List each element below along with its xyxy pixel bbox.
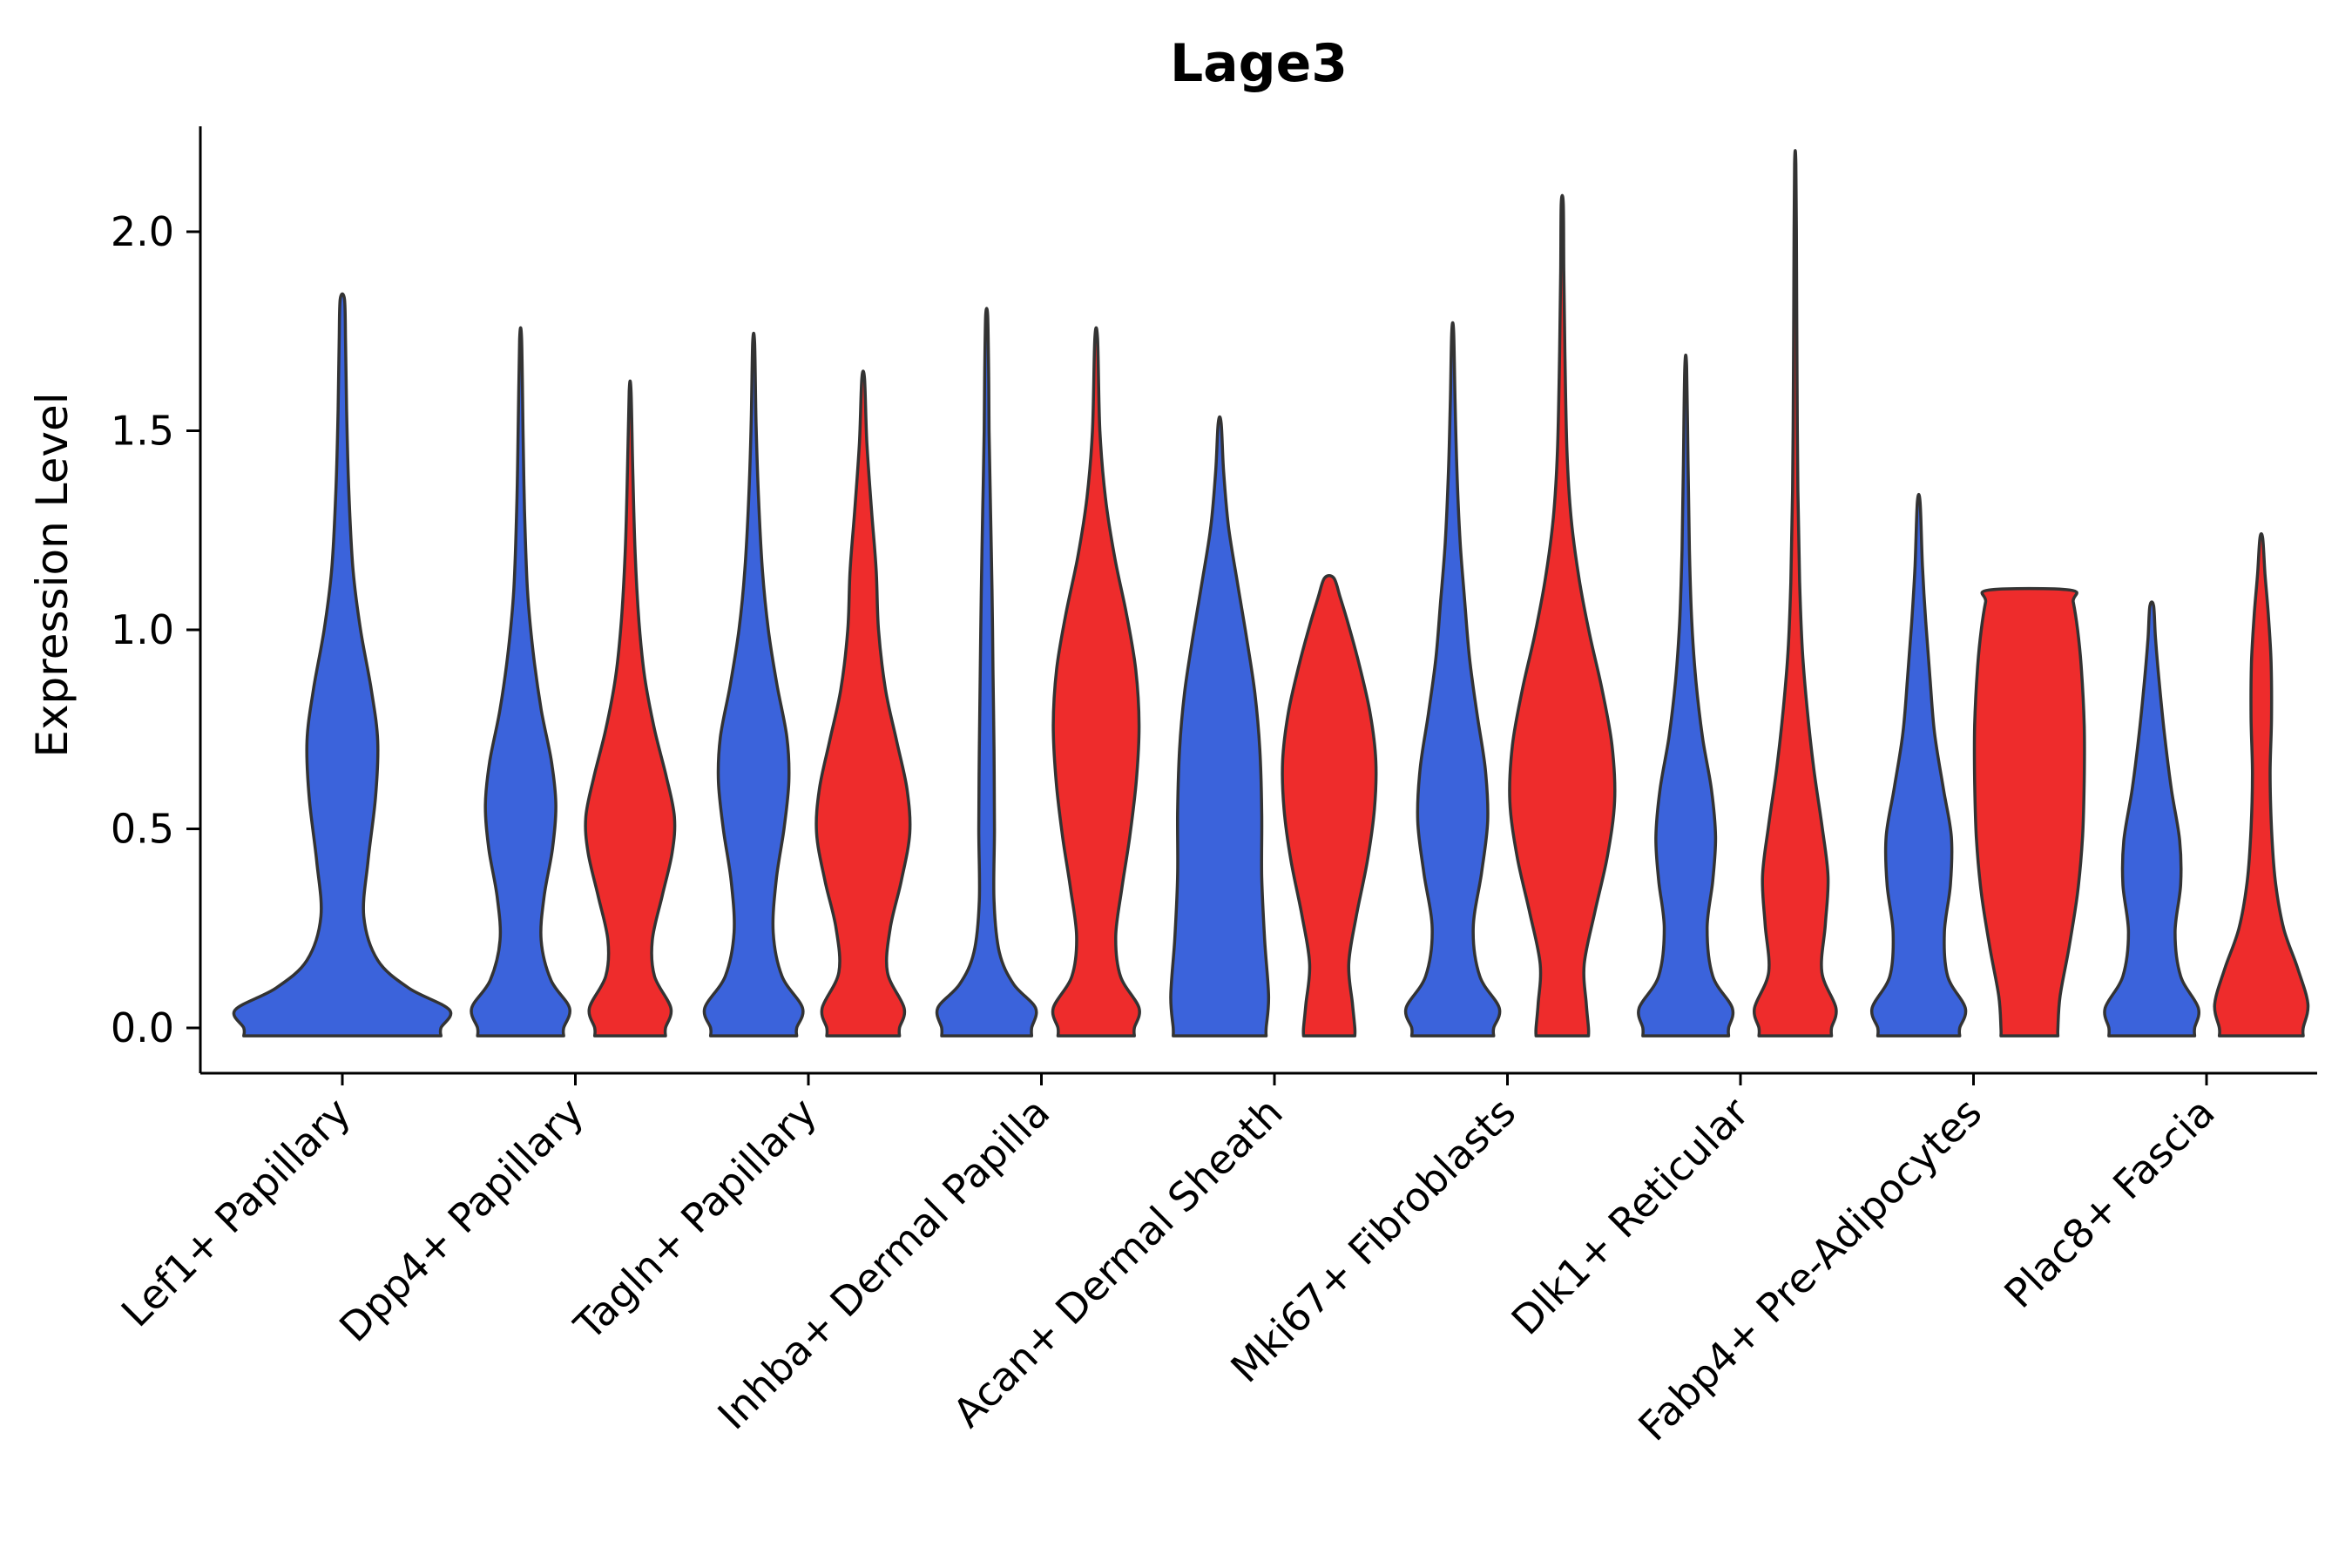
violin-1-blue [470,326,571,1037]
violin-8-blue [2103,600,2200,1037]
x-tick-label: Lef1+ Papillary [112,1089,360,1336]
violin-3-blue [935,307,1038,1037]
violin-6-blue [1637,353,1735,1037]
x-tick-label: Dpp4+ Papillary [330,1089,592,1351]
violin-4-red [1281,574,1378,1037]
violin-2-red [814,369,912,1037]
violin-7-blue [1869,492,1968,1037]
y-tick-label: 2.0 [111,208,174,255]
x-tick-label: Dlk1+ Reticular [1503,1089,1758,1344]
violin-7-red [1972,586,2086,1037]
violin-4-blue [1169,415,1271,1037]
y-tick-label: 0.5 [111,806,174,853]
y-tick-label: 0.0 [111,1004,174,1051]
violin-1-red [584,379,677,1037]
violin-0-blue [232,292,453,1037]
violin-2-blue [702,331,805,1037]
violin-5-red [1508,193,1617,1037]
y-tick-label: 1.5 [111,408,174,455]
violin-6-red [1752,149,1838,1037]
x-tick-label: Tagln+ Papillary [564,1089,826,1350]
violin-8-red [2213,531,2310,1037]
y-tick-label: 1.0 [111,606,174,653]
violin-3-red [1051,326,1141,1037]
violin-5-blue [1403,321,1502,1037]
chart-title: Lage3 [1169,33,1348,94]
x-tick-label: Plac8+ Fascia [1995,1089,2223,1317]
